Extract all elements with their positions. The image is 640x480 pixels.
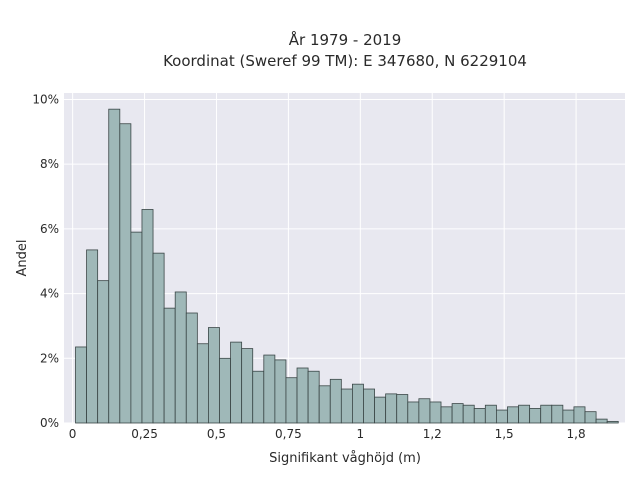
y-axis-label: Andel [15,240,30,277]
histogram-bar [385,393,398,424]
histogram-bar [86,249,99,424]
histogram-bar [429,401,442,424]
histogram-bar [108,108,121,424]
x-tick-label: 0,25 [131,427,158,441]
histogram-bar [97,280,110,424]
y-tick-label: 0% [40,416,59,430]
histogram-bar [606,420,619,424]
x-tick-label: 0,5 [207,427,226,441]
x-axis-label: Signifikant våghöjd (m) [269,451,421,466]
histogram-bar [230,341,243,424]
x-tick-label: 0 [69,427,77,441]
chart-title-line1: År 1979 - 2019 [289,30,402,49]
y-tick-label: 8% [40,157,59,171]
histogram-bar [540,404,553,424]
histogram-bar [440,406,453,424]
x-tick-labels: 0 0,25 0,5 0,75 1 1,2 1,5 1,8 [69,427,586,441]
histogram-bar [152,252,165,424]
histogram-bar [484,404,497,424]
histogram-bar [296,367,309,424]
histogram-bar [285,377,298,424]
histogram-bar [352,383,364,424]
histogram-bar [473,408,486,424]
histogram-bar [363,388,375,424]
histogram-bar [496,409,508,424]
histogram-bar [119,123,132,424]
histogram-bar [396,394,409,424]
histogram-bar [507,406,519,424]
histogram-bar [318,385,331,424]
y-tick-labels: 0% 2% 4% 6% 8% 10% [32,92,59,430]
histogram-bar [196,343,209,424]
histogram-bar [141,209,154,424]
histogram-bars [75,108,619,424]
x-tick-label: 1,5 [495,427,514,441]
y-tick-label: 6% [40,222,59,236]
x-tick-label: 1 [357,427,365,441]
y-tick-label: 4% [40,287,59,301]
x-tick-label: 0,75 [275,427,302,441]
histogram-bar [584,411,597,424]
histogram-bar [451,403,464,424]
histogram-bar [529,408,542,424]
x-tick-label: 1,2 [423,427,442,441]
histogram-bar [573,406,586,424]
histogram-bar [75,346,87,424]
histogram-bar [340,388,353,424]
histogram-bar [407,401,420,424]
x-tick-label: 1,8 [567,427,586,441]
histogram-bar [274,359,287,424]
chart-title-line2: Koordinat (Sweref 99 TM): E 347680, N 62… [163,52,527,70]
histogram-bar [462,404,475,424]
histogram-bar [307,370,320,424]
histogram-bar [130,231,143,424]
histogram-bar [374,396,387,424]
y-tick-label: 10% [32,92,59,106]
histogram-bar [208,327,220,424]
y-tick-label: 2% [40,351,59,365]
histogram-bar [595,418,608,424]
histogram-bar [219,357,231,424]
histogram-bar [551,404,564,424]
histogram-bar [252,370,265,424]
histogram-bar [185,312,198,424]
histogram-bar [241,348,254,424]
histogram-bar [174,291,187,424]
histogram-bar [518,404,531,424]
histogram-bar [163,307,176,424]
histogram-bar [263,354,276,424]
histogram-bar [329,378,342,424]
histogram-bar [418,398,431,424]
histogram-bar [562,409,575,424]
